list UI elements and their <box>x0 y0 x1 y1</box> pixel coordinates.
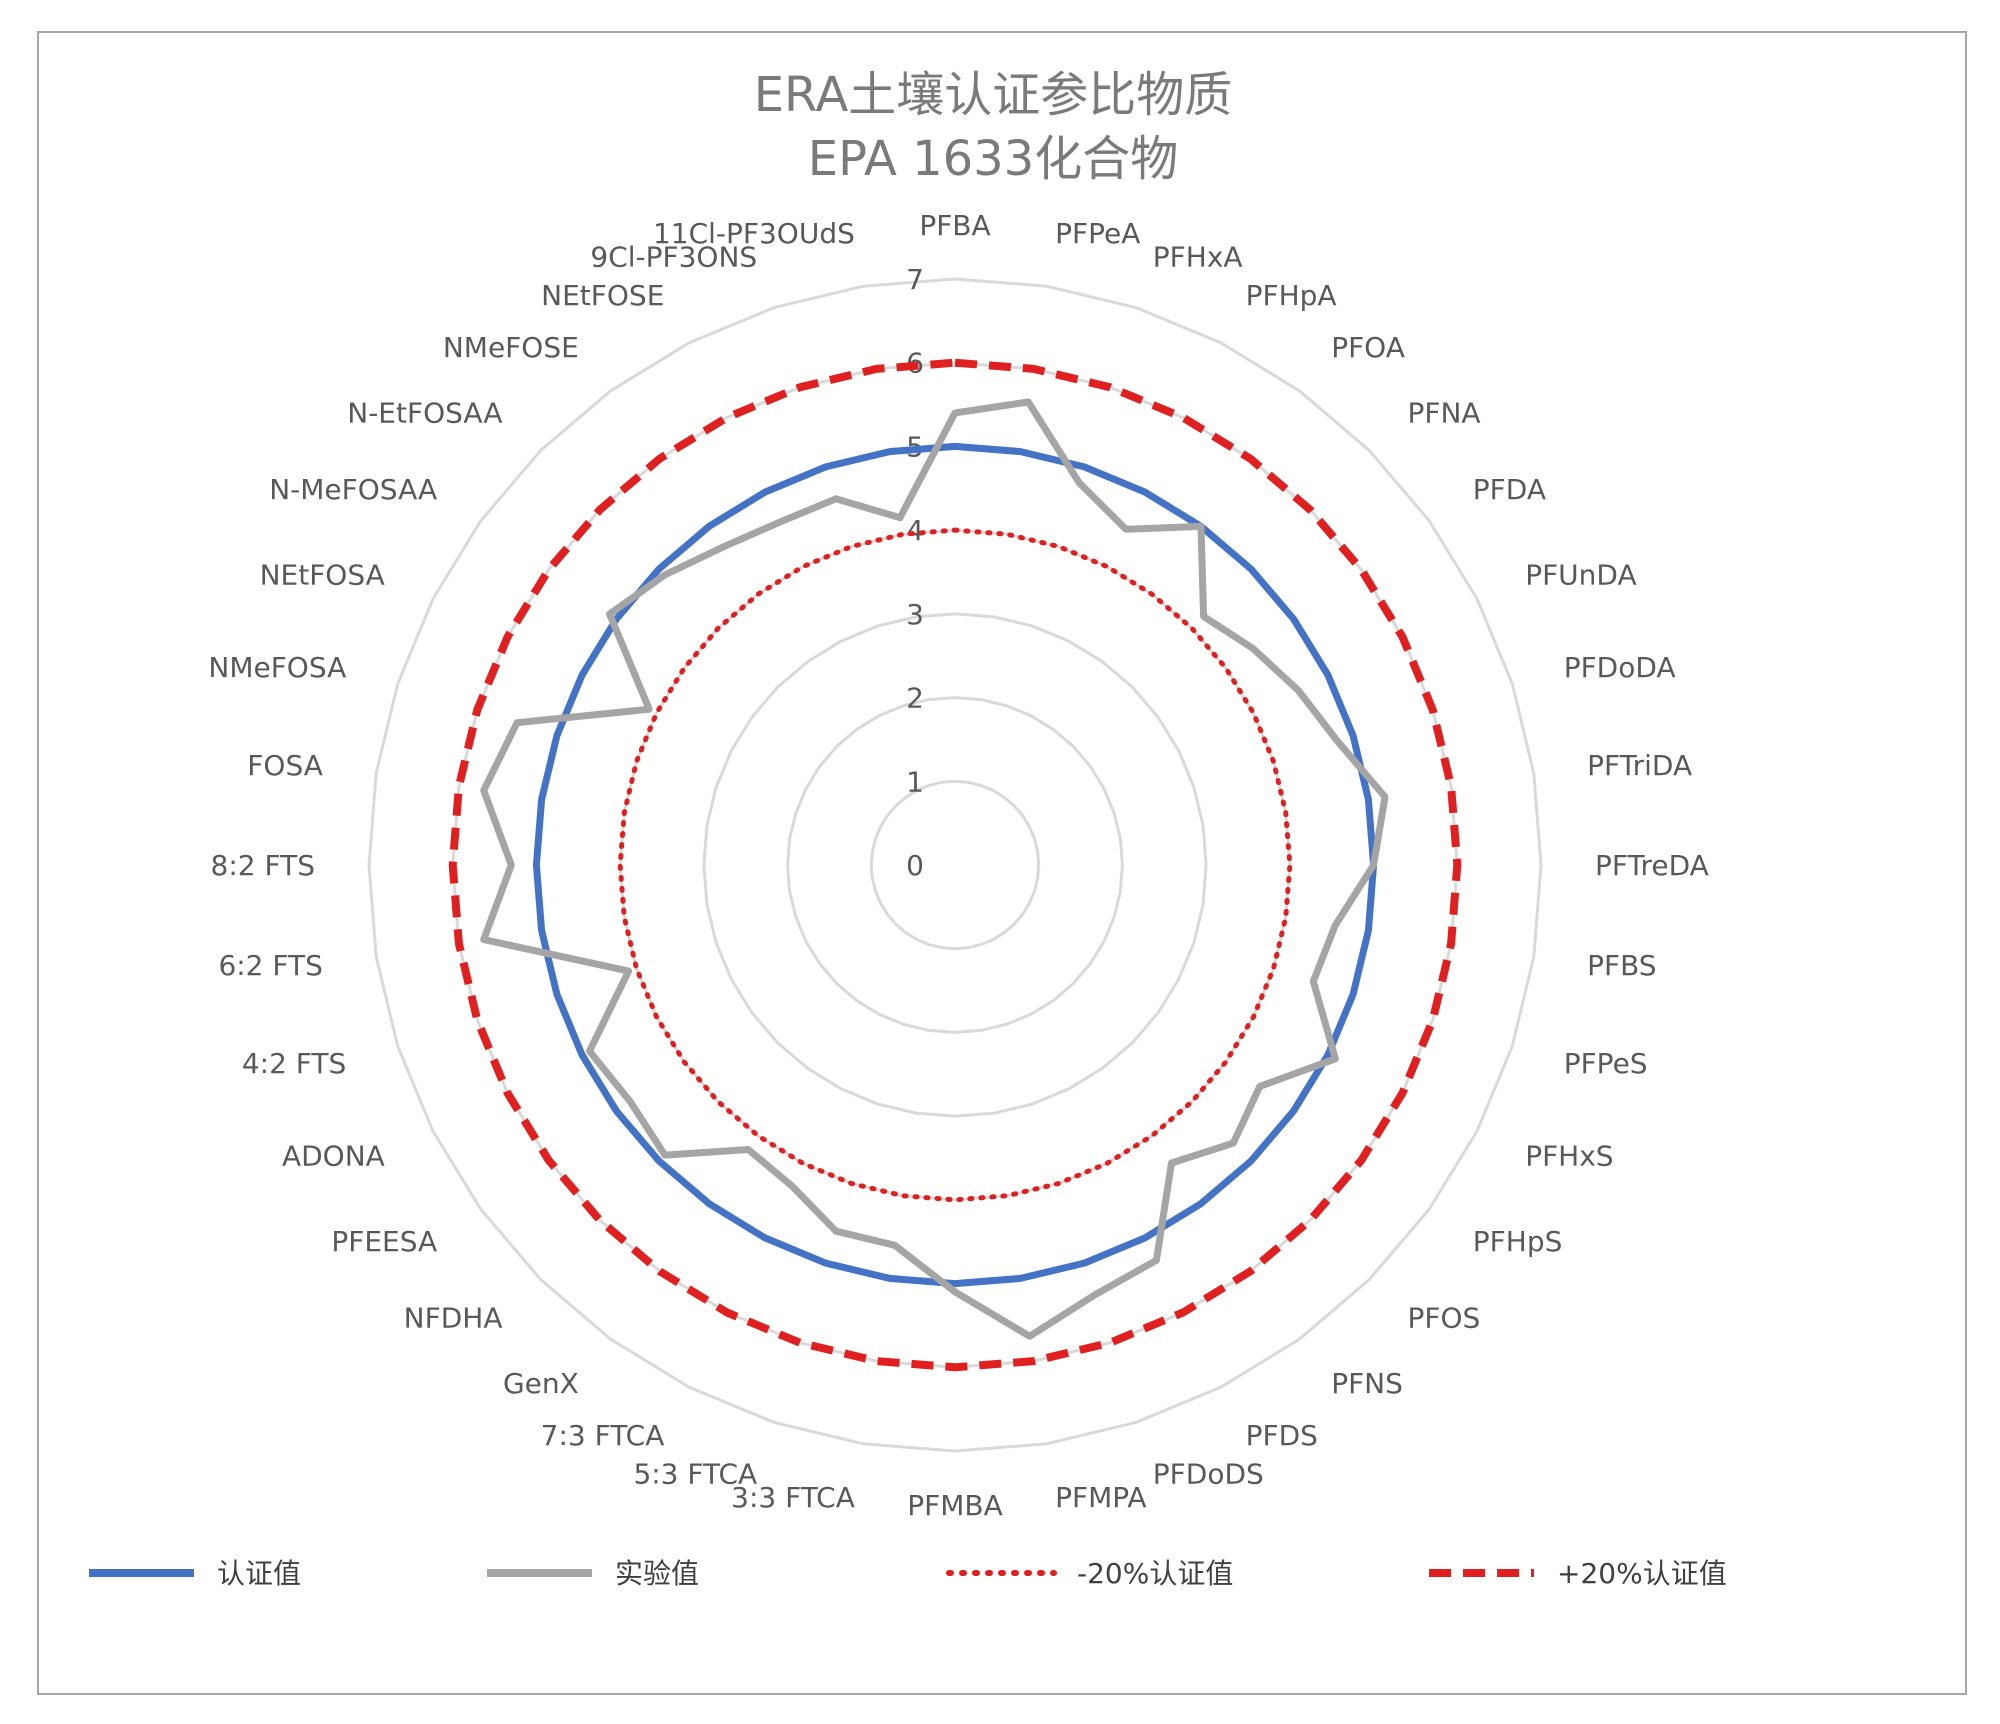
category-label: 6:2 FTS <box>218 949 322 982</box>
category-label: PFDA <box>1473 473 1546 506</box>
grid-ring-5 <box>534 444 1376 1286</box>
category-label: PFPeS <box>1564 1047 1648 1080</box>
chart-title: ERA土壤认证参比物质 EPA 1633化合物 <box>754 67 1233 187</box>
category-label: NEtFOSE <box>541 279 664 312</box>
category-label: PFDoDS <box>1153 1458 1264 1491</box>
category-label: NMeFOSA <box>208 651 346 684</box>
series-lines <box>448 358 1462 1372</box>
category-label: 11Cl-PF3OUdS <box>653 217 855 250</box>
legend-label: 认证值 <box>217 1557 301 1590</box>
category-label: PFHpA <box>1246 279 1337 312</box>
category-label: 5:3 FTCA <box>633 1458 757 1491</box>
category-label: PFEESA <box>331 1225 437 1258</box>
grid-ring-2 <box>786 696 1124 1034</box>
category-label: PFOS <box>1408 1302 1481 1335</box>
category-label: 9Cl-PF3ONS <box>590 240 757 273</box>
category-label: PFMBA <box>907 1489 1003 1522</box>
category-label: PFUnDA <box>1525 558 1636 591</box>
category-label: PFHxS <box>1525 1140 1613 1173</box>
series-line-2 <box>480 398 1389 1340</box>
category-label: NEtFOSA <box>260 558 385 591</box>
category-label: PFNS <box>1331 1367 1403 1400</box>
grid-ring-1 <box>869 779 1041 951</box>
grid-ring-3 <box>702 612 1208 1118</box>
radial-tick-label: 4 <box>906 514 924 547</box>
category-label: PFTriDA <box>1587 749 1692 782</box>
category-label: PFTreDA <box>1595 849 1709 882</box>
category-label: PFPeA <box>1055 217 1140 250</box>
series-line-3 <box>617 527 1293 1203</box>
radial-grid <box>367 277 1543 1453</box>
radial-tick-label: 7 <box>906 263 924 296</box>
grid-ring-4 <box>618 528 1292 1202</box>
category-label: 3:3 FTCA <box>731 1481 855 1514</box>
series-line-4 <box>448 358 1462 1372</box>
chart-title-line-2: EPA 1633化合物 <box>808 131 1178 187</box>
category-label: ADONA <box>282 1140 385 1173</box>
radial-tick-label: 1 <box>906 765 924 798</box>
category-label: PFBA <box>919 209 990 242</box>
category-label: PFMPA <box>1055 1481 1146 1514</box>
category-label: GenX <box>503 1367 579 1400</box>
category-label: PFBS <box>1587 949 1656 982</box>
chart-title-line-1: ERA土壤认证参比物质 <box>754 67 1233 123</box>
category-label: N-EtFOSAA <box>347 397 502 430</box>
legend-label: -20%认证值 <box>1077 1557 1233 1590</box>
category-label: PFOA <box>1331 331 1405 364</box>
category-label: PFHpS <box>1473 1225 1563 1258</box>
category-label: N-MeFOSAA <box>269 473 437 506</box>
category-label: NMeFOSE <box>443 331 579 364</box>
radial-tick-label: 2 <box>906 682 924 715</box>
legend-label: +20%认证值 <box>1557 1557 1727 1590</box>
grid-ring-7 <box>367 277 1543 1453</box>
category-label: PFNA <box>1408 397 1481 430</box>
category-label: PFDS <box>1246 1419 1318 1452</box>
category-label: PFHxA <box>1153 240 1243 273</box>
category-label: NFDHA <box>404 1302 503 1335</box>
category-label: FOSA <box>247 749 323 782</box>
category-label: 7:3 FTCA <box>541 1419 665 1452</box>
radial-tick-label: 0 <box>906 849 924 882</box>
legend-label: 实验值 <box>615 1557 699 1590</box>
category-label: 8:2 FTS <box>211 849 315 882</box>
series-line-1 <box>532 442 1378 1288</box>
legend: 认证值 实验值 -20%认证值 +20%认证值 <box>89 1557 1727 1590</box>
category-label: 4:2 FTS <box>242 1047 346 1080</box>
category-label: PFDoDA <box>1564 651 1676 684</box>
grid-ring-6 <box>451 361 1459 1369</box>
radial-tick-label: 3 <box>906 598 924 631</box>
